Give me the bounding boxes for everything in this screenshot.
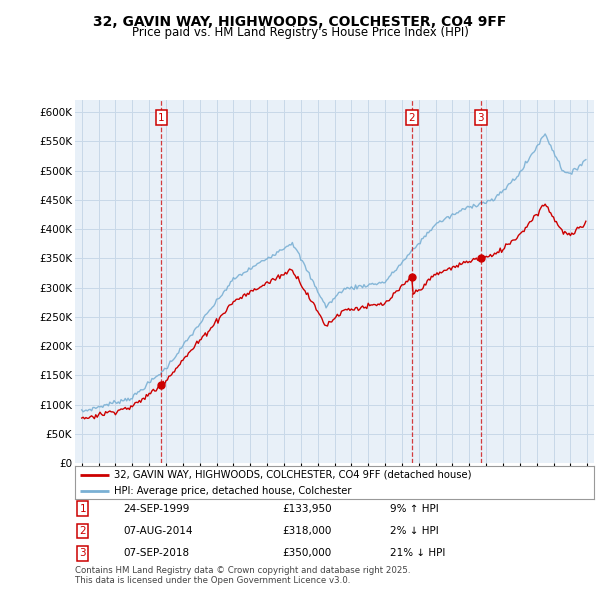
Text: 2% ↓ HPI: 2% ↓ HPI bbox=[390, 526, 439, 536]
Text: 07-SEP-2018: 07-SEP-2018 bbox=[123, 549, 189, 558]
Text: 32, GAVIN WAY, HIGHWOODS, COLCHESTER, CO4 9FF: 32, GAVIN WAY, HIGHWOODS, COLCHESTER, CO… bbox=[94, 15, 506, 29]
Text: 21% ↓ HPI: 21% ↓ HPI bbox=[390, 549, 445, 558]
Text: 1: 1 bbox=[158, 113, 165, 123]
Text: 07-AUG-2014: 07-AUG-2014 bbox=[123, 526, 193, 536]
Text: 3: 3 bbox=[79, 549, 86, 558]
Text: 3: 3 bbox=[478, 113, 484, 123]
Text: £350,000: £350,000 bbox=[282, 549, 331, 558]
Text: HPI: Average price, detached house, Colchester: HPI: Average price, detached house, Colc… bbox=[114, 486, 352, 496]
Text: Price paid vs. HM Land Registry's House Price Index (HPI): Price paid vs. HM Land Registry's House … bbox=[131, 26, 469, 39]
Text: 2: 2 bbox=[409, 113, 415, 123]
Text: 24-SEP-1999: 24-SEP-1999 bbox=[123, 504, 190, 513]
Text: 2: 2 bbox=[79, 526, 86, 536]
Text: £318,000: £318,000 bbox=[282, 526, 331, 536]
Text: 32, GAVIN WAY, HIGHWOODS, COLCHESTER, CO4 9FF (detached house): 32, GAVIN WAY, HIGHWOODS, COLCHESTER, CO… bbox=[114, 470, 472, 480]
Text: 9% ↑ HPI: 9% ↑ HPI bbox=[390, 504, 439, 513]
Text: 1: 1 bbox=[79, 504, 86, 513]
Text: £133,950: £133,950 bbox=[282, 504, 332, 513]
Text: Contains HM Land Registry data © Crown copyright and database right 2025.
This d: Contains HM Land Registry data © Crown c… bbox=[75, 566, 410, 585]
